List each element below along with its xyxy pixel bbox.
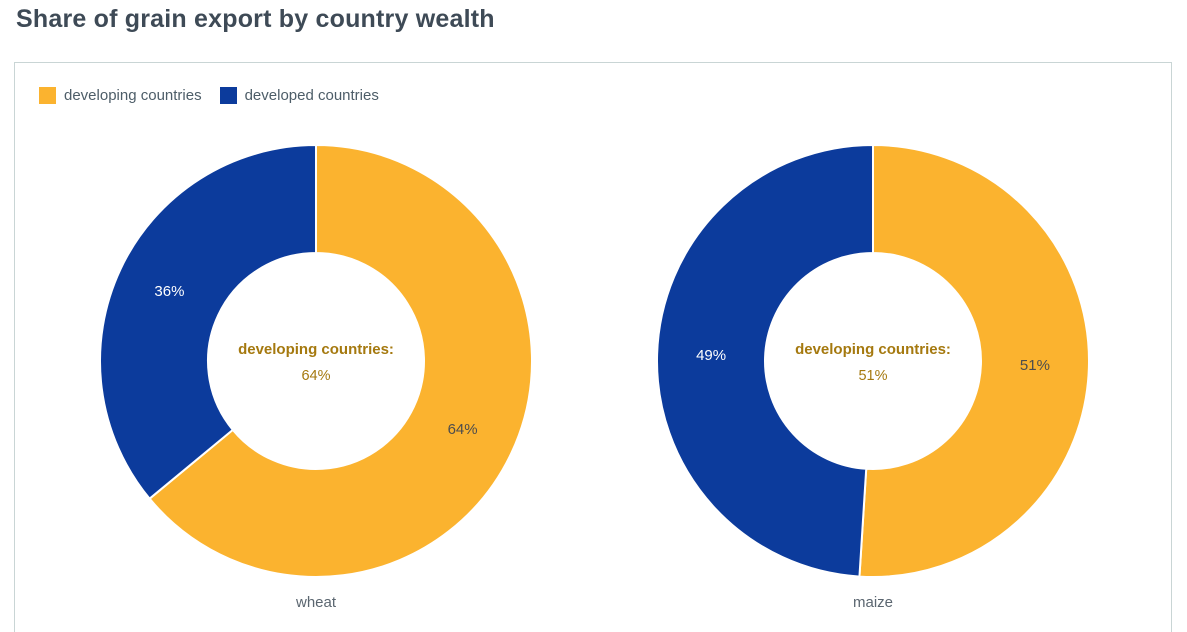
slice-developed-countries-maize[interactable] (655, 144, 874, 578)
slice-value-label: 49% (696, 347, 726, 364)
legend-item-developing[interactable]: developing countries (39, 87, 202, 104)
donut-svg-maize: 51% 49% developing countries: 51% (655, 144, 1090, 578)
donut-center-title: developing countries: (238, 341, 394, 358)
donut-center-title: developing countries: (795, 341, 951, 358)
chart-card: developing countries developed countries… (14, 62, 1172, 632)
category-label-maize: maize (852, 594, 893, 611)
slice-developing-countries-maize[interactable] (858, 144, 1090, 578)
donut-chart-wheat: 64% 36% developing countries: 64% (96, 141, 536, 581)
legend-label: developed countries (244, 87, 379, 104)
legend-label: developing countries (64, 87, 202, 104)
chart-legend: developing countries developed countries (39, 87, 379, 104)
slice-value-label: 36% (154, 283, 184, 300)
category-label-wheat: wheat (295, 594, 337, 611)
slice-developing-countries-wheat[interactable] (148, 144, 533, 578)
donut-svg-wheat: 64% 36% developing countries: 64% (99, 144, 533, 578)
legend-swatch-developed-icon (219, 87, 237, 104)
donut-center-value: 51% (858, 368, 887, 384)
slice-value-label: 64% (448, 421, 478, 438)
page-title: Share of grain export by country wealth (16, 5, 495, 33)
donut-center-value: 64% (301, 368, 330, 384)
legend-swatch-developing-icon (39, 87, 56, 104)
slice-developed-countries-wheat[interactable] (99, 144, 317, 500)
slice-value-label: 51% (1020, 357, 1050, 374)
donut-chart-maize: 51% 49% developing countries: 51% (653, 141, 1093, 581)
legend-item-developed[interactable]: developed countries (219, 87, 379, 104)
